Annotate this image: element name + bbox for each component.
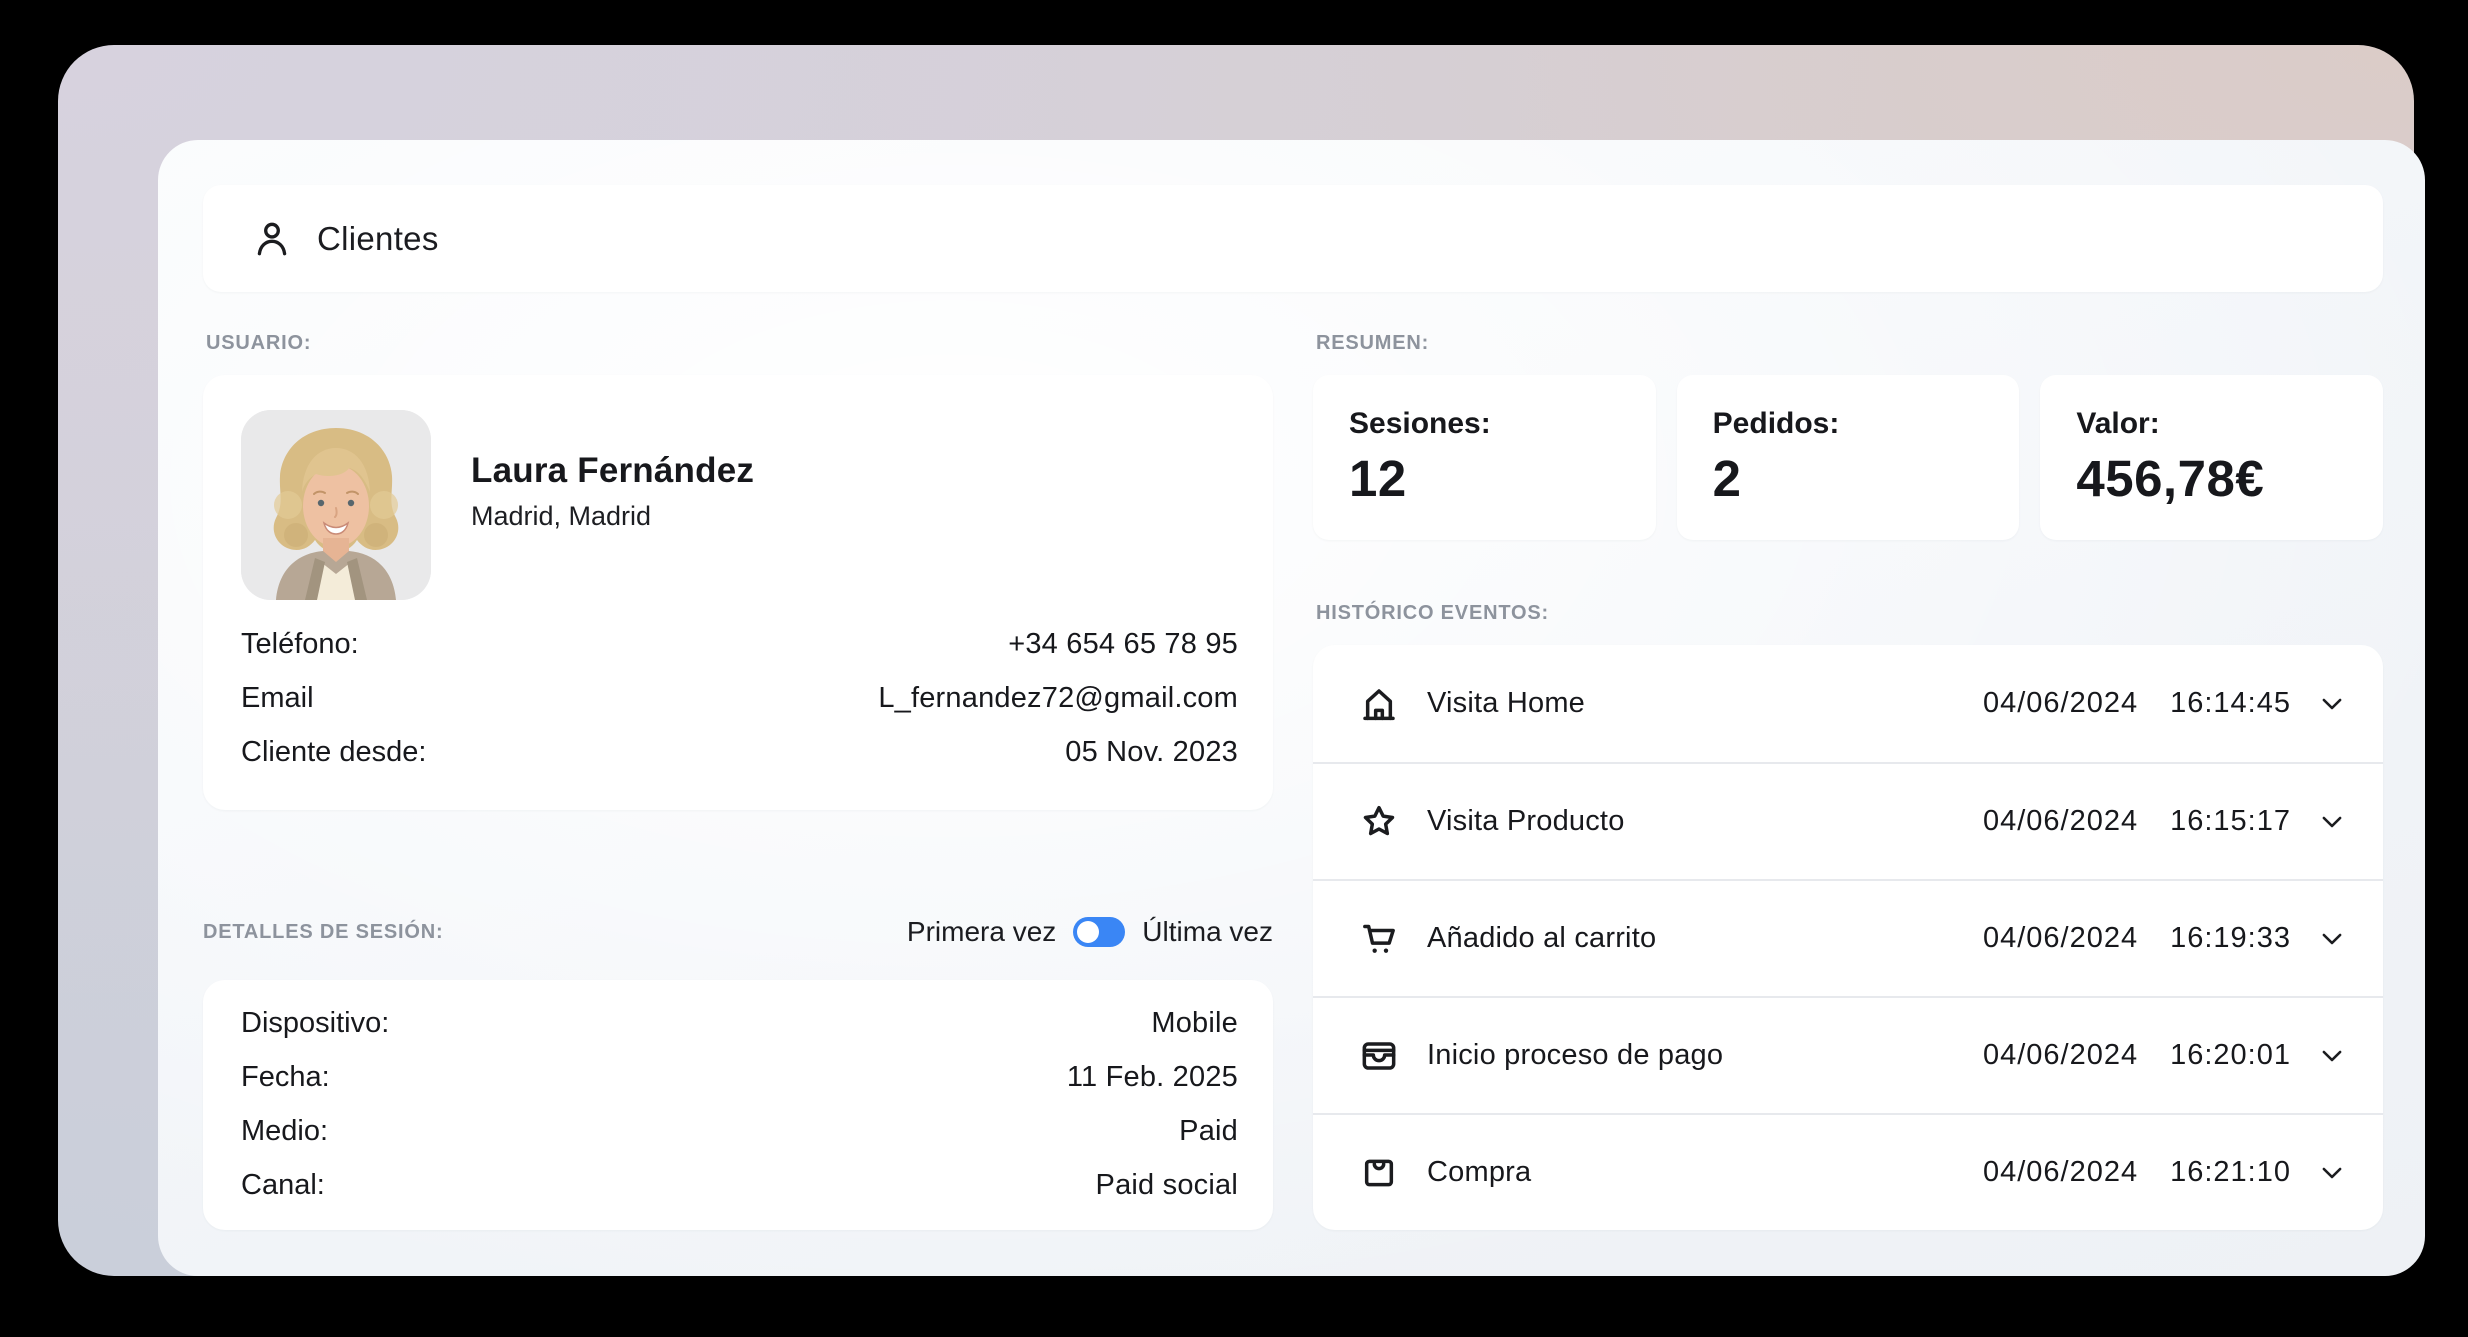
device-label: Dispositivo: [241, 1006, 390, 1039]
date-label: Fecha: [241, 1060, 330, 1093]
chevron-down-icon[interactable] [2317, 924, 2347, 954]
orders-value: 2 [1712, 450, 1742, 507]
toggle-knob [1077, 921, 1100, 943]
medium-value: Paid [1179, 1114, 1238, 1147]
user-contact-fields: Teléfono: +34 654 65 78 95 Email L_ferna… [241, 617, 1238, 779]
person-icon [257, 222, 287, 255]
user-location: Madrid, Madrid [471, 501, 652, 531]
phone-label: Teléfono: [241, 627, 359, 660]
user-card: Laura Fernández Madrid, Madrid Teléfono:… [203, 375, 1273, 810]
first-last-toggle[interactable] [1073, 917, 1126, 947]
date-value: 11 Feb. 2025 [1066, 1060, 1238, 1093]
bag-icon [1359, 1153, 1399, 1193]
home-icon [1359, 684, 1399, 724]
channel-label: Canal: [241, 1168, 325, 1201]
field-row-phone: Teléfono: +34 654 65 78 95 [241, 617, 1238, 671]
resumen-section-header: RESUMEN: [1316, 332, 1430, 354]
avatar [241, 410, 431, 600]
session-fields: Dispositivo: Mobile Fecha: 11 Feb. 2025 … [241, 996, 1238, 1212]
cart-icon [1359, 919, 1399, 959]
avatar-photo [241, 410, 431, 600]
chevron-down-icon[interactable] [2317, 1158, 2347, 1188]
orders-label: Pedidos: [1712, 407, 1840, 440]
usuario-section-header: USUARIO: [206, 332, 312, 354]
event-time: 16:14:45 [2170, 687, 2291, 719]
event-time: 16:20:01 [2170, 1039, 2291, 1071]
field-row-email: Email L_fernandez72@gmail.com [241, 671, 1238, 725]
event-time: 16:21:10 [2170, 1156, 2291, 1188]
chevron-down-icon[interactable] [2317, 807, 2347, 837]
search-label: Clientes [317, 219, 439, 257]
session-toggle-group: Primera vez Última vez [907, 916, 1273, 948]
session-section-header: DETALLES DE SESIÓN: [203, 920, 444, 943]
event-date: 04/06/2024 [1982, 1039, 2139, 1071]
event-time: 16:19:33 [2170, 922, 2291, 954]
email-value: L_fernandez72@gmail.com [878, 681, 1238, 714]
event-row-anadido-carrito[interactable]: Añadido al carrito 04/06/2024 16:19:33 [1313, 879, 2383, 996]
email-label: Email [241, 681, 314, 714]
summary-card-value: Valor: 456,78€ [2040, 375, 2384, 540]
main-panel: Clientes USUARIO: [158, 140, 2425, 1276]
toggle-left-label[interactable]: Primera vez [906, 916, 1057, 947]
summary-card-orders: Pedidos: 2 [1676, 375, 2020, 540]
channel-value: Paid social [1095, 1168, 1238, 1201]
sessions-value: 12 [1349, 450, 1407, 507]
event-row-inicio-pago[interactable]: Inicio proceso de pago 04/06/2024 16:20:… [1313, 996, 2383, 1113]
star-icon [1359, 802, 1399, 842]
field-row-client-since: Cliente desde: 05 Nov. 2023 [241, 725, 1238, 779]
medium-label: Medio: [241, 1114, 329, 1147]
field-row-medium: Medio: Paid [241, 1104, 1238, 1158]
toggle-right-label[interactable]: Última vez [1142, 916, 1273, 947]
device-value: Mobile [1151, 1006, 1238, 1039]
wallet-icon [1359, 1036, 1399, 1076]
client-since-value: 05 Nov. 2023 [1065, 735, 1238, 768]
user-name: Laura Fernández [471, 451, 755, 490]
event-date: 04/06/2024 [1982, 805, 2139, 837]
field-row-channel: Canal: Paid social [241, 1158, 1238, 1212]
value-value: 456,78€ [2076, 450, 2265, 507]
phone-value: +34 654 65 78 95 [1008, 627, 1238, 660]
event-time: 16:15:17 [2170, 805, 2291, 837]
session-details-card: Dispositivo: Mobile Fecha: 11 Feb. 2025 … [203, 980, 1273, 1230]
event-row-visita-home[interactable]: Visita Home 04/06/2024 16:14:45 [1313, 645, 2383, 762]
sessions-label: Sesiones: [1349, 407, 1491, 440]
eventos-section-header: HISTÓRICO EVENTOS: [1316, 602, 1549, 624]
user-identity: Laura Fernández Madrid, Madrid [471, 451, 754, 532]
event-date: 04/06/2024 [1982, 687, 2139, 719]
clients-search-bar[interactable]: Clientes [203, 185, 2383, 292]
value-label: Valor: [2076, 407, 2160, 440]
window-frame: Clientes USUARIO: [58, 45, 2425, 1276]
events-history-card: Visita Home 04/06/2024 16:14:45 [1313, 645, 2383, 1230]
event-date: 04/06/2024 [1982, 922, 2139, 954]
field-row-date: Fecha: 11 Feb. 2025 [241, 1050, 1238, 1104]
event-row-compra[interactable]: Compra 04/06/2024 16:21:10 [1313, 1113, 2383, 1230]
summary-cards: Sesiones: 12 Pedidos: 2 Valor: 456,78€ [1313, 375, 2384, 540]
field-row-device: Dispositivo: Mobile [241, 996, 1238, 1050]
event-date: 04/06/2024 [1982, 1156, 2139, 1188]
summary-card-sessions: Sesiones: 12 [1313, 375, 1656, 540]
chevron-down-icon[interactable] [2317, 689, 2347, 719]
chevron-down-icon[interactable] [2317, 1041, 2347, 1071]
event-row-visita-producto[interactable]: Visita Producto 04/06/2024 16:15:17 [1313, 762, 2383, 879]
client-since-label: Cliente desde: [241, 735, 427, 768]
